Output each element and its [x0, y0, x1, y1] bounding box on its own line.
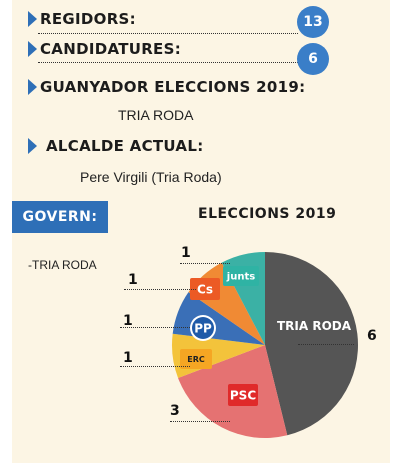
candidatures-label: CANDIDATURES: [40, 40, 182, 58]
triangle-bullet-icon [28, 11, 37, 27]
winner-heading: GUANYADOR ELECCIONS 2019: [28, 78, 305, 96]
leader-line [180, 263, 230, 264]
triangle-bullet-icon [28, 41, 37, 57]
erc-logo-icon: ERC [180, 349, 212, 369]
svg-text:Cs: Cs [197, 282, 213, 296]
leader-line [298, 344, 354, 345]
govern-label: GOVERN: [12, 201, 108, 233]
dotted-rule [38, 33, 298, 34]
triangle-bullet-icon [28, 138, 37, 154]
svg-text:PP: PP [194, 321, 212, 335]
cs-logo-icon: Cs [190, 278, 220, 300]
regidors-badge: 13 [297, 6, 329, 38]
seat-label-erc: 1 [123, 350, 133, 366]
triangle-bullet-icon [28, 79, 37, 95]
psc-logo-icon: PSC [228, 384, 258, 406]
pp-logo-icon: PP [190, 315, 216, 341]
regidors-heading: REGIDORS: [28, 10, 136, 28]
leader-line [170, 421, 230, 422]
winner-label: GUANYADOR ELECCIONS 2019: [40, 78, 306, 96]
candidatures-badge: 6 [297, 43, 329, 75]
svg-text:ERC: ERC [187, 355, 205, 364]
slice-label-tria-roda: TRIA RODA [277, 319, 352, 333]
seat-label-tria-roda: 6 [367, 328, 377, 344]
leader-line [120, 366, 190, 367]
candidatures-heading: CANDIDATURES: [28, 40, 181, 58]
pie-slice-tria-roda [265, 252, 358, 436]
leader-line [120, 327, 190, 328]
svg-text:PSC: PSC [230, 388, 256, 402]
leader-line [124, 289, 196, 290]
seat-label-junts: 1 [181, 245, 191, 261]
mayor-label: ALCALDE ACTUAL: [46, 137, 204, 155]
seat-label-cs: 1 [128, 272, 138, 288]
winner-value: TRIA RODA [118, 107, 194, 123]
seat-label-pp: 1 [123, 313, 133, 329]
junts-logo-icon: junts [223, 266, 259, 286]
mayor-value: Pere Virgili (Tria Roda) [80, 169, 222, 185]
svg-text:junts: junts [226, 272, 255, 283]
dotted-rule [38, 62, 298, 63]
seat-label-psc: 3 [170, 403, 180, 419]
chart-title: ELECCIONS 2019 [198, 206, 337, 222]
govern-item: -TRIA RODA [28, 258, 97, 272]
regidors-label: REGIDORS: [40, 10, 136, 28]
mayor-heading: ALCALDE ACTUAL: [28, 137, 204, 155]
